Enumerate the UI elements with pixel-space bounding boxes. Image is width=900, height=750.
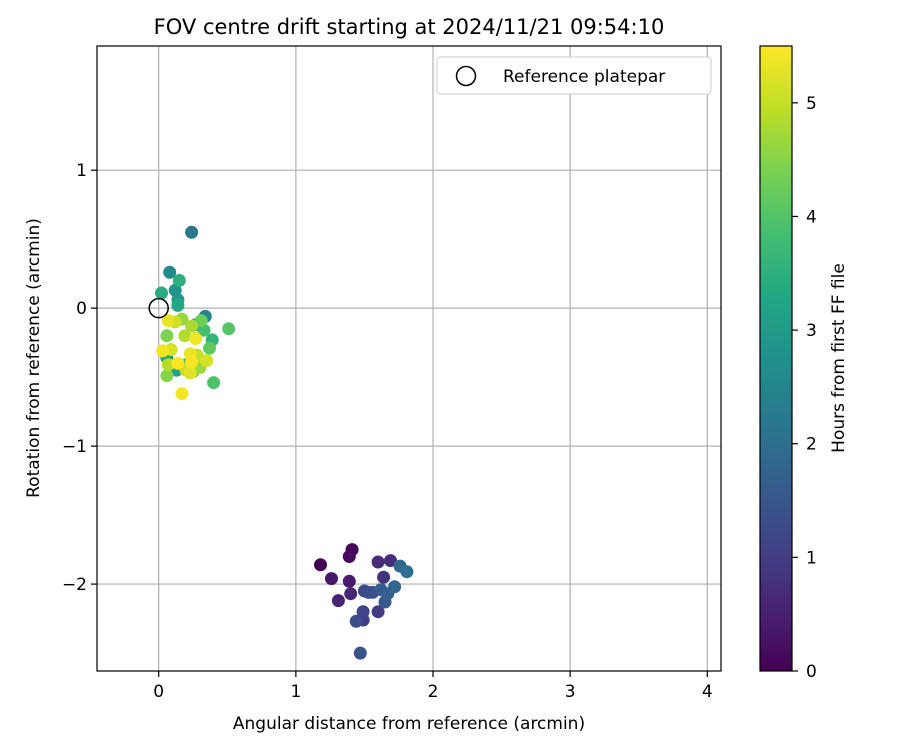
data-point	[171, 356, 185, 370]
data-point	[331, 594, 345, 608]
data-points	[155, 225, 414, 660]
data-point	[163, 265, 177, 279]
colorbar-tick-label: 1	[806, 548, 817, 568]
data-point	[160, 369, 174, 383]
data-point	[189, 332, 203, 345]
colorbar-tick-label: 5	[806, 94, 817, 114]
legend-label: Reference platepar	[503, 67, 665, 87]
data-point	[349, 614, 363, 628]
colorbar-label: Hours from first FF file	[829, 263, 849, 453]
data-point	[185, 225, 199, 239]
data-point	[156, 344, 170, 358]
data-point	[185, 319, 199, 333]
data-point	[388, 580, 402, 594]
y-axis-ticks: −2 −1 0 1	[62, 161, 97, 595]
colorbar-tick-label: 4	[806, 207, 817, 227]
data-point	[160, 329, 174, 343]
data-point	[178, 329, 192, 343]
data-point	[342, 550, 356, 563]
colorbar-tick-label: 3	[806, 321, 817, 341]
x-tick-label: 0	[153, 682, 164, 702]
data-point	[185, 355, 199, 369]
plot-frame	[96, 45, 722, 672]
data-point	[155, 286, 168, 300]
y-tick-label: 1	[76, 161, 87, 181]
data-point	[194, 314, 208, 328]
legend-marker-icon	[455, 65, 477, 87]
data-point	[384, 554, 397, 568]
data-point	[344, 587, 358, 601]
colorbar-gradient	[759, 45, 793, 672]
colorbar-ticks: 0 1 2 3 4 5	[792, 94, 817, 682]
y-tick-label: 0	[76, 299, 87, 319]
x-axis-ticks: 0 1 2 3 4	[153, 671, 713, 702]
reference-marker-layer	[148, 297, 169, 319]
data-point	[371, 555, 385, 569]
data-point	[371, 605, 385, 619]
data-point	[175, 387, 189, 401]
data-point	[222, 322, 236, 336]
data-point	[207, 376, 221, 390]
colorbar-tick-label: 2	[806, 435, 817, 455]
data-point	[203, 341, 216, 355]
data-point	[171, 298, 185, 312]
data-point	[342, 574, 356, 588]
data-point	[325, 572, 338, 586]
colorbar-tick-label: 0	[806, 662, 817, 682]
data-point	[172, 274, 186, 287]
x-tick-label: 3	[565, 682, 576, 702]
legend: Reference platepar	[436, 56, 712, 95]
data-point	[377, 570, 391, 584]
data-point	[314, 558, 327, 572]
data-point	[161, 314, 175, 328]
reference-platepar-marker	[148, 297, 169, 319]
data-point	[183, 366, 197, 380]
data-point	[356, 605, 370, 619]
x-tick-label: 1	[290, 682, 301, 702]
y-axis-label: Rotation from reference (arcmin)	[24, 218, 44, 498]
data-point	[161, 358, 175, 372]
x-axis-label: Angular distance from reference (arcmin)	[233, 714, 585, 734]
chart-title: FOV centre drift starting at 2024/11/21 …	[154, 15, 665, 39]
data-point	[353, 646, 367, 660]
legend-box	[436, 56, 712, 95]
data-point	[400, 565, 414, 579]
grid-lines	[97, 46, 721, 671]
y-tick-label: −1	[62, 437, 87, 457]
data-point	[200, 354, 214, 368]
colorbar: 0 1 2 3 4 5 Hours from first FF file	[759, 45, 849, 682]
x-tick-label: 4	[702, 682, 713, 702]
y-tick-label: −2	[62, 575, 87, 595]
x-tick-label: 2	[428, 682, 439, 702]
